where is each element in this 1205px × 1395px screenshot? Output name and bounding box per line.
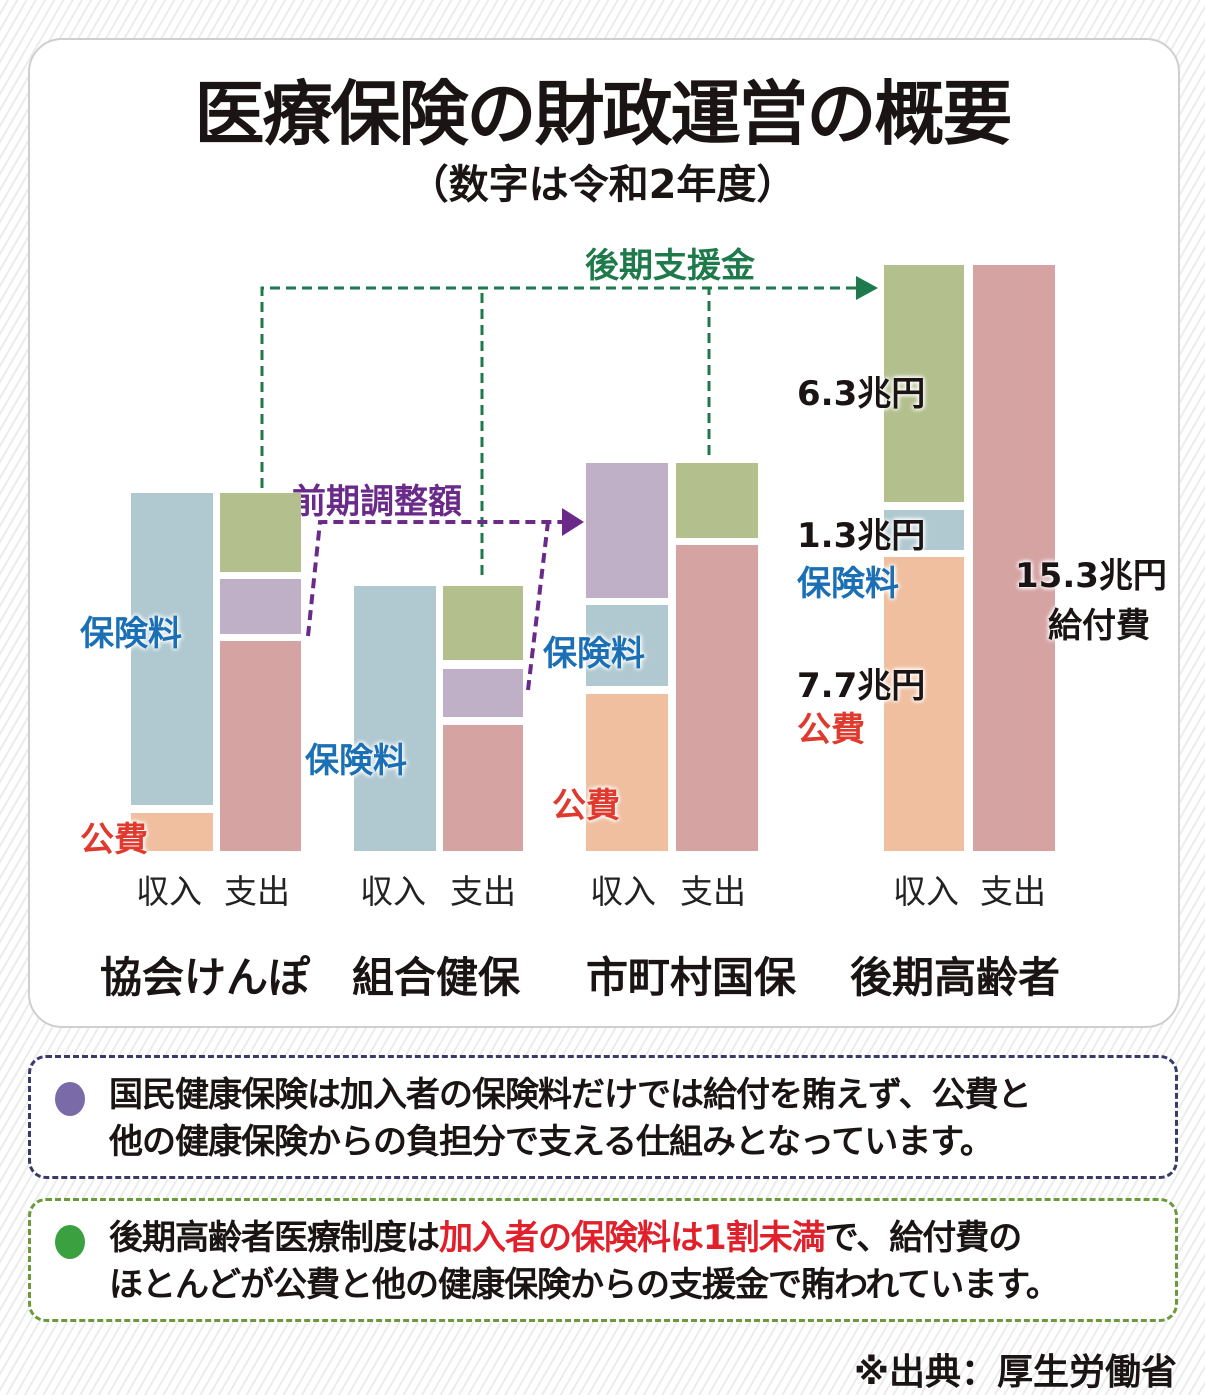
note-line: ほとんどが公費と他の健康保険からの支援金で賄われています。 — [109, 1265, 1060, 1305]
elderly-premium-label: 保険料 — [797, 564, 899, 604]
support-flow-label: 後期支援金 — [585, 246, 755, 286]
adjustment-flow-label: 前期調整額 — [292, 482, 462, 522]
kumiai-income-label: 収入 — [360, 872, 426, 911]
bar-segment-kokuho-expense-support — [676, 463, 758, 538]
source-credit: ※出典：厚生労働省 — [854, 1352, 1177, 1393]
kumiai-expense-label: 支出 — [450, 872, 516, 911]
bullet-icon — [55, 1082, 85, 1116]
elderly-benefit-value: 15.3兆円 — [1015, 556, 1167, 596]
kyokai-public-label: 公費 — [80, 820, 148, 860]
bar-segment-kyokai-expense-adjustment — [220, 579, 301, 634]
elderly-support-value: 6.3兆円 — [797, 374, 926, 414]
note-text: 後期高齢者医療制度は加入者の保険料は1割未満で、給付費の ほとんどが公費と他の健… — [109, 1215, 1060, 1309]
bullet-icon — [55, 1225, 85, 1259]
bar-segment-kyokai-income-premium — [131, 493, 213, 805]
elderly-income-label: 収入 — [893, 872, 959, 911]
bar-segment-kokuho-income-public — [586, 694, 668, 851]
bar-segment-kokuho-income-premium — [586, 605, 668, 686]
kyokai-expense-label: 支出 — [224, 872, 290, 911]
group-name-kumiai: 組合健保 — [352, 953, 521, 1002]
group-name-kyokai: 協会けんぽ — [100, 953, 311, 1002]
page-subtitle: （数字は令和2年度） — [408, 162, 797, 208]
elderly-expense-label: 支出 — [980, 872, 1046, 911]
adjustment-flow-branch — [526, 521, 550, 691]
kokuho-income-label: 収入 — [590, 872, 656, 911]
support-flow-line — [260, 286, 860, 488]
kyokai-income-label: 収入 — [136, 872, 202, 911]
support-flow-arrowhead — [856, 276, 878, 300]
bar-segment-elderly-income-public — [884, 557, 964, 851]
note-kokuho: 国民健康保険は加入者の保険料だけでは給付を賄えず、公費と 他の健康保険からの負担… — [28, 1055, 1178, 1179]
note-line: 後期高齢者医療制度は加入者の保険料は1割未満で、給付費の — [109, 1215, 1059, 1262]
bar-segment-kumiai-expense-benefit — [443, 725, 523, 851]
elderly-public-value: 7.7兆円 — [797, 666, 926, 706]
bar-segment-elderly-income-support — [884, 265, 964, 502]
elderly-benefit-label: 給付費 — [1048, 606, 1150, 646]
kyokai-premium-label: 保険料 — [80, 614, 182, 654]
kokuho-public-label: 公費 — [552, 786, 620, 826]
kokuho-expense-label: 支出 — [680, 872, 746, 911]
bar-segment-kyokai-expense-support — [220, 493, 301, 572]
bar-segment-kokuho-income-adjustment — [586, 463, 668, 598]
page-title: 医療保険の財政運営の概要 — [194, 73, 1013, 155]
group-name-elderly: 後期高齢者 — [850, 953, 1061, 1002]
bar-segment-elderly-expense-benefit — [973, 265, 1055, 851]
note-highlight: 加入者の保険料は1割未満 — [439, 1218, 826, 1258]
kumiai-premium-label: 保険料 — [305, 741, 407, 781]
note-text-part: 後期高齢者医療制度は — [109, 1218, 440, 1258]
note-line: 国民健康保険は加入者の保険料だけでは給付を賄えず、公費と — [109, 1075, 1032, 1115]
note-text-part: で、給付費の — [824, 1218, 1023, 1258]
elderly-premium-value: 1.3兆円 — [797, 516, 926, 556]
bar-segment-kumiai-income-premium — [354, 586, 436, 851]
bar-segment-elderly-income-premium — [884, 510, 964, 550]
adjustment-flow-line — [306, 520, 565, 637]
note-line: 他の健康保険からの負担分で支える仕組みとなっています。 — [109, 1122, 994, 1162]
elderly-public-label: 公費 — [797, 710, 865, 750]
bar-segment-kyokai-income-public — [131, 813, 213, 851]
bar-segment-kyokai-expense-benefit — [220, 641, 301, 851]
adjustment-flow-arrowhead — [562, 508, 584, 536]
bar-segment-kokuho-expense-benefit — [676, 545, 758, 851]
note-text: 国民健康保険は加入者の保険料だけでは給付を賄えず、公費と 他の健康保険からの負担… — [109, 1072, 1032, 1166]
bar-segment-kumiai-expense-support — [443, 586, 523, 660]
bar-segment-kumiai-expense-adjustment — [443, 669, 523, 717]
note-elderly: 後期高齢者医療制度は加入者の保険料は1割未満で、給付費の ほとんどが公費と他の健… — [28, 1198, 1178, 1322]
group-name-kokuho: 市町村国保 — [586, 953, 797, 1002]
kokuho-premium-label: 保険料 — [543, 634, 645, 674]
